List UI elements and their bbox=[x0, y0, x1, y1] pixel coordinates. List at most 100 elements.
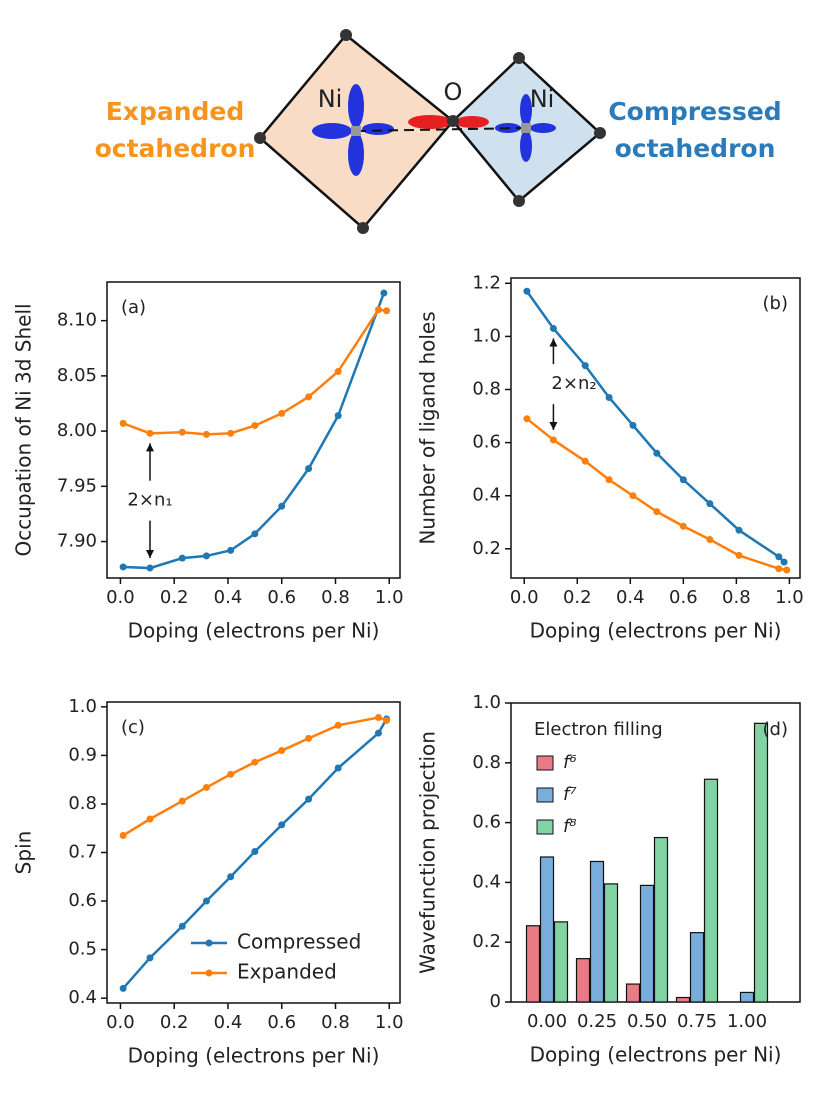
data-point bbox=[119, 563, 127, 571]
x-tick-label: 0.8 bbox=[321, 587, 350, 608]
y-tick-label: 0.6 bbox=[472, 812, 501, 833]
arrow-head bbox=[146, 550, 155, 559]
ni-label: Ni bbox=[530, 85, 555, 113]
bar bbox=[575, 958, 591, 1003]
x-tick-label: 0.2 bbox=[160, 587, 189, 608]
data-point bbox=[383, 716, 391, 724]
y-tick-label: 0.4 bbox=[472, 485, 501, 506]
x-tick-label: 0.4 bbox=[616, 587, 645, 608]
bar bbox=[625, 983, 641, 1003]
x-tick-label: 0.6 bbox=[267, 587, 296, 608]
data-point bbox=[227, 770, 235, 778]
data-point bbox=[605, 476, 613, 484]
bar bbox=[703, 778, 719, 1003]
x-axis-label: Doping (electrons per Ni) bbox=[530, 1043, 782, 1067]
data-point bbox=[278, 409, 286, 417]
data-point bbox=[251, 758, 259, 766]
data-point bbox=[334, 412, 342, 420]
bar bbox=[653, 836, 669, 1003]
data-point bbox=[146, 564, 154, 572]
panel-label: (c) bbox=[121, 717, 145, 738]
y-tick-label: 0.4 bbox=[472, 871, 501, 892]
axes-frame bbox=[510, 277, 801, 579]
x-tick-label: 1.00 bbox=[727, 1011, 767, 1032]
data-point bbox=[523, 415, 531, 423]
series-line bbox=[526, 417, 787, 572]
data-point bbox=[251, 530, 259, 538]
x-tick-label: 0.8 bbox=[321, 1012, 350, 1033]
data-point bbox=[523, 287, 531, 295]
expanded-label: octahedron bbox=[95, 134, 256, 163]
data-point bbox=[178, 428, 186, 436]
data-point bbox=[334, 764, 342, 772]
legend-swatch bbox=[536, 819, 554, 835]
ni-atom bbox=[351, 126, 361, 136]
data-point bbox=[278, 502, 286, 510]
data-point bbox=[775, 565, 783, 573]
y-tick-label: 7.95 bbox=[57, 475, 97, 496]
data-point bbox=[305, 795, 313, 803]
data-point bbox=[629, 421, 637, 429]
data-point bbox=[549, 324, 557, 332]
data-point bbox=[374, 714, 382, 722]
x-tick-label: 0.2 bbox=[563, 587, 592, 608]
y-tick-label: 0.8 bbox=[472, 379, 501, 400]
legend-label: f⁶ bbox=[563, 752, 577, 773]
ni-atom bbox=[521, 123, 531, 133]
data-point bbox=[178, 922, 186, 930]
data-point bbox=[178, 797, 186, 805]
x-tick-label: 0.0 bbox=[106, 587, 135, 608]
bar bbox=[525, 925, 541, 1003]
data-point bbox=[202, 552, 210, 560]
data-point bbox=[374, 729, 382, 737]
data-point bbox=[119, 832, 127, 840]
panel-label: (a) bbox=[121, 297, 146, 318]
data-point bbox=[735, 551, 743, 559]
legend-title: Electron filling bbox=[534, 719, 663, 740]
data-point bbox=[146, 954, 154, 962]
data-point bbox=[334, 721, 342, 729]
panel-label: (d) bbox=[763, 719, 788, 740]
o-label: O bbox=[444, 78, 463, 106]
data-point bbox=[679, 476, 687, 484]
x-tick-label: 0.75 bbox=[677, 1011, 717, 1032]
x-tick-label: 0.2 bbox=[160, 1012, 189, 1033]
y-tick-label: 0.8 bbox=[472, 752, 501, 773]
x-tick-label: 0.00 bbox=[527, 1011, 567, 1032]
y-tick-label: 0.2 bbox=[472, 931, 501, 952]
data-point bbox=[653, 508, 661, 516]
y-tick-label: 0.6 bbox=[472, 432, 501, 453]
x-tick-label: 0.50 bbox=[627, 1011, 667, 1032]
x-axis-label: Doping (electrons per Ni) bbox=[128, 1044, 380, 1068]
y-axis-label: Spin bbox=[12, 831, 36, 875]
bar bbox=[675, 996, 691, 1003]
y-tick-label: 1.0 bbox=[68, 696, 97, 717]
legend-marker bbox=[205, 939, 213, 947]
x-tick-label: 1.0 bbox=[375, 1012, 404, 1033]
y-tick-label: 7.90 bbox=[57, 531, 97, 552]
y-tick-label: 0.5 bbox=[68, 939, 97, 960]
x-tick-label: 0.4 bbox=[214, 1012, 243, 1033]
data-point bbox=[679, 522, 687, 530]
arrow-head bbox=[146, 443, 155, 452]
data-point bbox=[305, 465, 313, 473]
data-point bbox=[706, 536, 714, 544]
data-point bbox=[119, 984, 127, 992]
legend-swatch bbox=[536, 755, 554, 771]
x-axis-label: Doping (electrons per Ni) bbox=[530, 619, 782, 643]
data-point bbox=[783, 566, 791, 574]
y-tick-label: 8.05 bbox=[57, 365, 97, 386]
data-point bbox=[202, 897, 210, 905]
y-tick-label: 1.2 bbox=[472, 272, 501, 293]
y-tick-label: 0.6 bbox=[68, 890, 97, 911]
data-point bbox=[374, 306, 382, 314]
data-point bbox=[735, 526, 743, 534]
x-tick-label: 1.0 bbox=[375, 587, 404, 608]
bar bbox=[589, 860, 605, 1003]
bond bbox=[355, 127, 527, 132]
ni-label: Ni bbox=[318, 85, 343, 113]
y-tick-label: 0 bbox=[490, 991, 501, 1012]
data-point bbox=[380, 289, 388, 297]
data-point bbox=[706, 500, 714, 508]
data-point bbox=[227, 429, 235, 437]
